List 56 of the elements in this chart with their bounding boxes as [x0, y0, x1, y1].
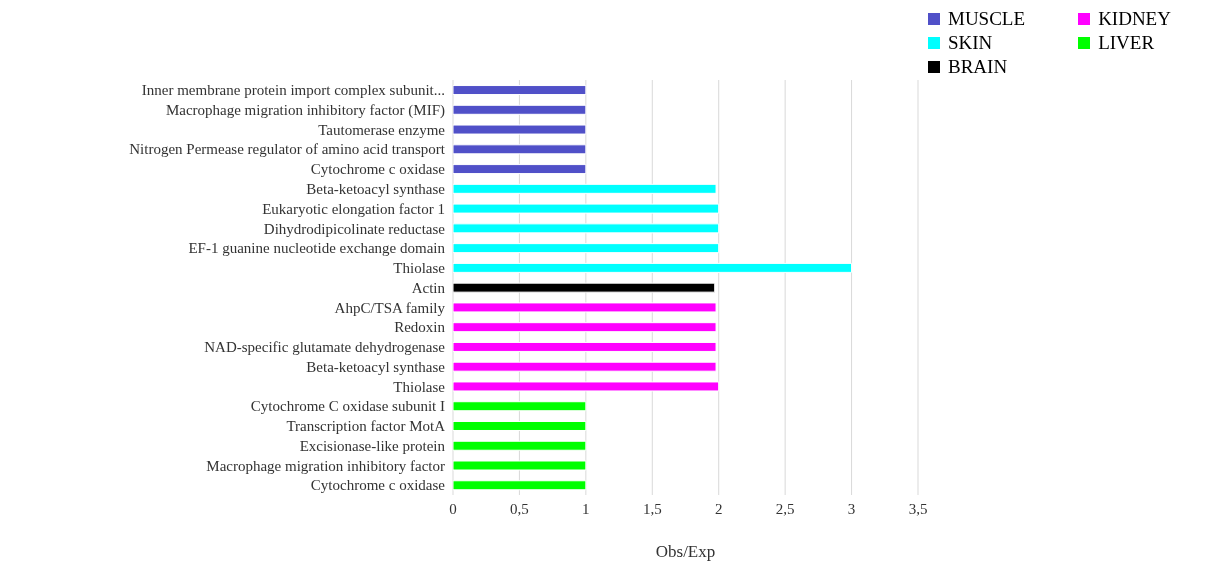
- y-tick-label: EF-1 guanine nucleotide exchange domain: [188, 240, 446, 257]
- bar: [453, 203, 720, 214]
- legend-label: BRAIN: [948, 56, 1008, 78]
- y-tick-label: Transcription factor MotA: [286, 418, 446, 435]
- bar: [453, 85, 587, 96]
- x-tick-label: 2: [714, 500, 723, 517]
- bar: [453, 440, 587, 451]
- x-tick-label: 0,5: [510, 500, 529, 517]
- y-tick-label: Dihydrodipicolinate reductase: [263, 220, 446, 237]
- y-tick-label: Macrophage migration inhibitory factor: [206, 457, 445, 474]
- bar: [453, 124, 587, 135]
- bar: [453, 183, 717, 194]
- bar: [453, 480, 587, 491]
- y-tick-label: Redoxin: [394, 319, 446, 336]
- y-tick-label: Nitrogen Permease regulator of amino acid transport: [129, 141, 446, 158]
- legend-label: KIDNEY: [1098, 8, 1171, 30]
- legend-label: MUSCLE: [948, 8, 1026, 30]
- legend-label: SKIN: [948, 32, 993, 54]
- y-tick-label: Tautomerase enzyme: [318, 121, 446, 138]
- bar: [453, 282, 716, 293]
- x-tick-label: 3,5: [908, 500, 928, 517]
- bar: [453, 322, 717, 333]
- x-axis-title: Obs/Exp: [655, 542, 716, 561]
- bar: [453, 361, 717, 372]
- y-tick-label: Excisionase-like protein: [299, 437, 446, 454]
- y-tick-label: Macrophage migration inhibitory factor (MIF): [165, 101, 445, 119]
- bar: [453, 381, 720, 392]
- x-tick-label: 0: [449, 500, 457, 517]
- y-tick-label: Beta-ketoacyl synthase: [306, 358, 446, 375]
- bar: [453, 341, 717, 352]
- y-tick-label: Actin: [411, 279, 446, 296]
- y-tick-label: Cytochrome C oxidase subunit I: [250, 398, 445, 415]
- y-tick-label: Cytochrome c oxidase: [310, 161, 446, 178]
- legend-label: LIVER: [1098, 32, 1155, 54]
- bar: [453, 302, 717, 313]
- y-tick-label: NAD-specific glutamate dehydrogenase: [204, 339, 446, 356]
- x-tick-label: 3: [847, 500, 856, 517]
- bar: [453, 420, 587, 431]
- y-tick-label: Thiolase: [393, 378, 446, 395]
- bar: [453, 144, 587, 155]
- y-tick-label: Cytochrome c oxidase: [310, 477, 446, 494]
- bar: [453, 104, 587, 115]
- bar: [453, 164, 587, 175]
- bar: [453, 243, 720, 254]
- y-tick-label: Beta-ketoacyl synthase: [306, 181, 446, 198]
- x-tick-label: 1,5: [642, 500, 662, 517]
- x-tick-label: 2,5: [775, 500, 795, 517]
- bar: [453, 401, 587, 412]
- x-tick-label: 1: [582, 500, 590, 517]
- bar: [453, 223, 720, 234]
- y-tick-label: Inner membrane protein import complex subunit...: [141, 82, 445, 99]
- y-tick-label: Eukaryotic elongation factor 1: [262, 200, 445, 217]
- y-tick-label: AhpC/TSA family: [334, 299, 446, 316]
- bar: [453, 262, 853, 273]
- bar: [453, 460, 587, 471]
- y-tick-label: Thiolase: [393, 260, 446, 277]
